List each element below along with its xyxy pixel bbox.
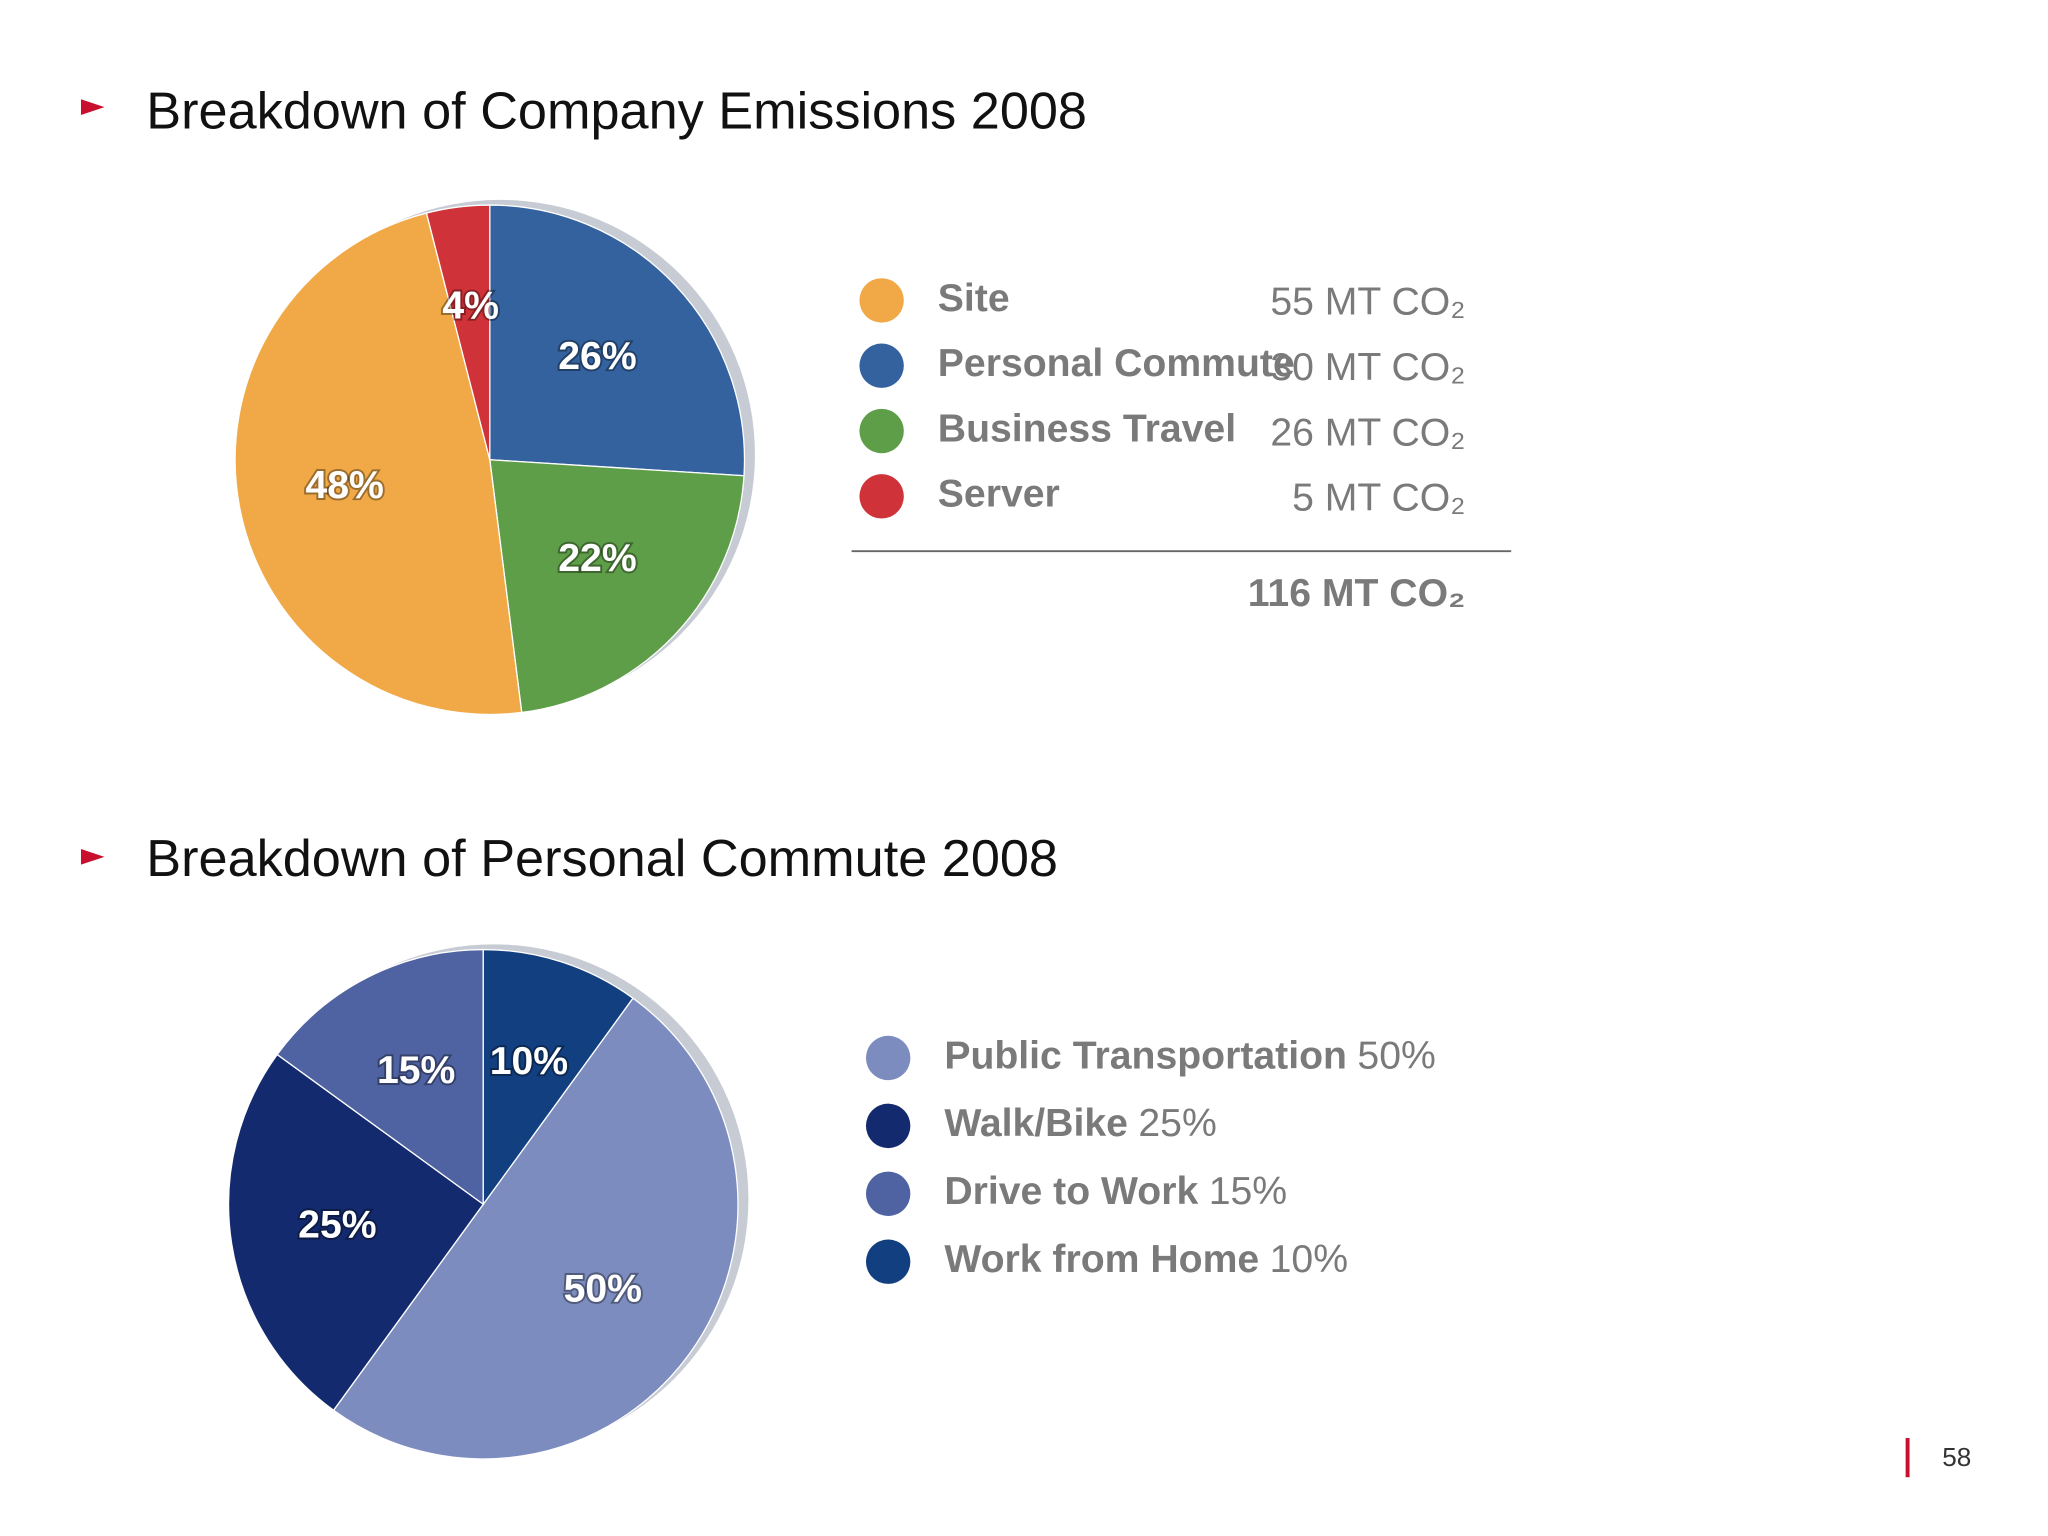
bullet [80,99,105,115]
bullet [80,848,105,865]
legend-label: Public Transportation [944,1034,1347,1077]
legend-swatch [859,408,904,454]
legend-swatch [859,278,904,323]
legend-amount: 55 MT CO₂ [1270,281,1465,324]
pie-slice [234,212,523,716]
legend-label: Walk/Bike [944,1102,1128,1145]
legend-amount: 30 MT CO₂ [1270,346,1465,389]
legend-value: 25% [1138,1102,1216,1145]
pie-slice [489,204,746,477]
slice-label: 50% [564,1267,642,1310]
legend-swatch [865,1035,911,1081]
legend-swatch [859,474,904,519]
legend-total: 116 MT CO₂ [1248,572,1466,615]
legend-swatch [865,1171,911,1216]
slice-label: 15% [377,1049,455,1092]
pie-slice [332,997,739,1460]
legend-swatch [865,1239,911,1284]
page-marker [1905,1438,1910,1478]
pie-slice [482,948,634,1207]
slice-label: 22% [558,537,636,580]
legend-swatch [859,343,904,388]
legend-swatch [865,1103,911,1149]
pie-slice [276,948,484,1206]
legend-label: Site [938,277,1010,320]
pie-slice [227,1053,485,1412]
slice-label: 26% [558,335,636,378]
legend-value: 10% [1270,1238,1348,1281]
legend-label: Work from Home [944,1238,1259,1281]
legend-amount: 5 MT CO₂ [1292,477,1465,520]
page-number: 58 [1942,1442,1971,1472]
chart-title: Breakdown of Company Emissions 2008 [146,83,1087,141]
legend-value: 50% [1357,1034,1435,1077]
legend-label: Drive to Work [944,1170,1198,1213]
legend-label: Server [938,473,1060,516]
slice-label: 48% [305,464,383,507]
legend-amount: 26 MT CO₂ [1270,411,1465,454]
slice-label: 25% [298,1204,376,1247]
legend-label: Business Travel [938,407,1236,450]
chart-title: Breakdown of Personal Commute 2008 [146,830,1058,888]
legend-label: Personal Commute [938,342,1295,385]
pie-slice [425,204,491,460]
legend-value: 15% [1209,1170,1287,1213]
slice-label: 4% [442,284,499,327]
slice-label: 10% [490,1040,568,1083]
pie-slice [489,459,745,714]
